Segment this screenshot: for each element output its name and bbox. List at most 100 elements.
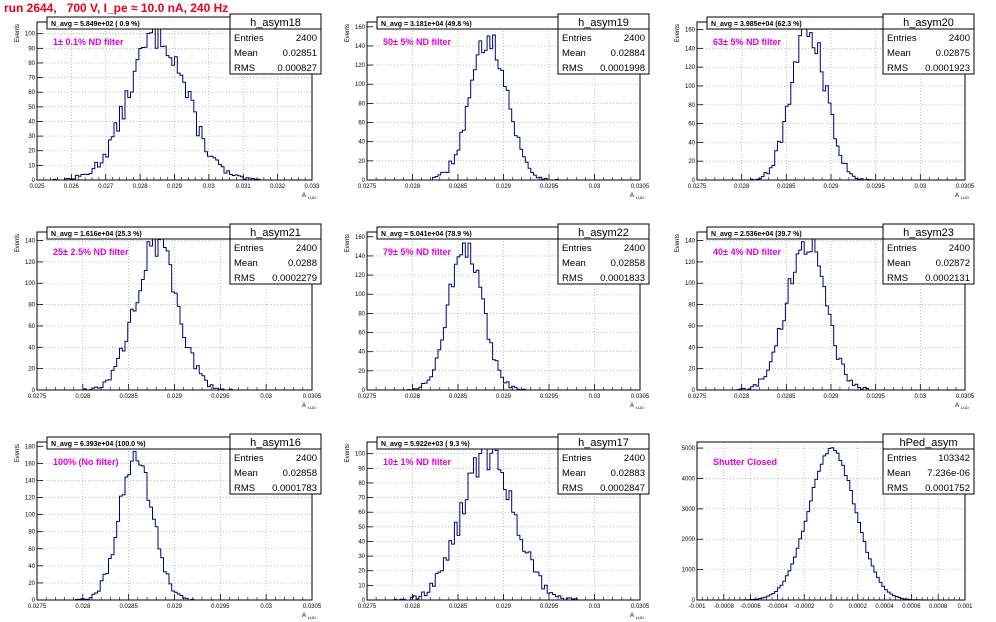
histogram-name: h_asym19 <box>578 17 629 29</box>
y-tick-label: 4000 <box>682 476 696 482</box>
histogram-name: h_asym23 <box>903 227 954 239</box>
stats-key: RMS <box>887 483 908 494</box>
navg-label: N_avg = 1.616e+04 (25.3 %) <box>51 231 142 238</box>
y-tick-label: 140 <box>355 44 366 50</box>
navg-label: N_avg = 5.922e+03 ( 9.3 %) <box>381 441 470 448</box>
stats-value: 2400 <box>624 453 645 464</box>
x-tick-label: 0 <box>829 604 833 610</box>
x-tick-label: 0.033 <box>304 184 320 190</box>
x-tick-label: -0.0006 <box>740 604 761 610</box>
y-tick-label: 20 <box>688 367 695 373</box>
stats-box <box>882 433 975 495</box>
stats-key: Mean <box>887 48 911 59</box>
y-tick-label: 80 <box>28 530 35 536</box>
y-tick-label: 60 <box>28 324 35 330</box>
x-tick-label: 0.0006 <box>902 604 921 610</box>
y-tick-label: 20 <box>28 581 35 587</box>
x-axis-title-subscript: LUD <box>636 195 644 200</box>
x-tick-label: 0.032 <box>270 184 286 190</box>
x-axis-title-subscript: LUD <box>636 405 644 410</box>
y-tick-label: 3000 <box>682 507 696 513</box>
stats-value: 0.02883 <box>611 468 645 479</box>
x-tick-label: 0.0305 <box>631 184 650 190</box>
stats-value: 0.0001752 <box>925 483 970 494</box>
y-tick-label: 180 <box>25 444 36 450</box>
x-tick-label: 0.0285 <box>119 394 138 400</box>
y-tick-label: 120 <box>355 63 366 69</box>
y-tick-label: 80 <box>358 481 365 487</box>
y-tick-label: 0 <box>692 598 696 604</box>
x-axis-title: A <box>302 403 306 409</box>
y-axis-title: Events <box>345 24 351 42</box>
stats-value: 0.0002847 <box>600 483 645 494</box>
stats-key: Entries <box>562 33 592 44</box>
y-tick-label: 120 <box>685 260 696 266</box>
histogram-name: h_asym16 <box>250 437 301 449</box>
stats-box <box>229 433 322 495</box>
navg-label: N_avg = 5.849e+02 ( 0.9 %) <box>51 21 140 28</box>
y-tick-label: 140 <box>25 239 36 245</box>
y-tick-label: 0 <box>362 178 366 184</box>
stats-box <box>557 433 650 495</box>
stats-key: Mean <box>234 468 258 479</box>
y-tick-label: 5000 <box>682 446 696 452</box>
x-tick-label: 0.0295 <box>866 184 885 190</box>
stats-value: 2400 <box>296 33 317 44</box>
filter-annotation: 40± 4% ND filter <box>713 247 781 257</box>
stats-key: Entries <box>234 453 264 464</box>
y-tick-label: 40 <box>28 345 35 351</box>
x-tick-label: 0.0275 <box>28 604 47 610</box>
y-tick-label: 40 <box>358 140 365 146</box>
histogram-panel-h_asym20: 0.0275 0.028 0.0285 0.029 0.0295 0.03 0.0305 0 2… <box>675 13 975 200</box>
x-tick-label: 0.0305 <box>303 394 322 400</box>
y-tick-label: 60 <box>358 331 365 337</box>
x-tick-label: 0.03 <box>914 394 926 400</box>
stats-box <box>882 13 975 75</box>
navg-label: N_avg = 6.393e+04 (100.0 %) <box>51 441 146 448</box>
histogram-name: h_asym22 <box>578 227 629 239</box>
histogram-panel-h_asym19: 0.0275 0.028 0.0285 0.029 0.0295 0.03 0.0305 0 2… <box>345 13 650 200</box>
x-tick-label: 0.0295 <box>211 604 230 610</box>
y-tick-label: 40 <box>688 140 695 146</box>
stats-value: 0.0002279 <box>272 273 317 284</box>
y-tick-label: 160 <box>685 28 696 34</box>
x-tick-label: 0.028 <box>133 184 149 190</box>
y-axis-title: Events <box>15 234 21 252</box>
y-tick-label: 20 <box>28 367 35 373</box>
filter-annotation: 1± 0.1% ND filter <box>53 37 124 47</box>
stats-value: 0.0002131 <box>925 273 970 284</box>
histogram-line <box>37 23 312 181</box>
x-tick-label: 0.03 <box>589 394 601 400</box>
stats-key: Mean <box>234 48 258 59</box>
histogram-panel-h_asym22: 0.0275 0.028 0.0285 0.029 0.0295 0.03 0.0305 0 2… <box>345 223 650 410</box>
y-tick-label: 60 <box>28 90 35 96</box>
histogram-panel-h_asym18: 0.025 0.026 0.027 0.028 0.029 0.03 0.031 0.032 0… <box>15 13 322 200</box>
stats-key: Mean <box>562 468 586 479</box>
y-tick-label: 0 <box>32 178 36 184</box>
y-tick-label: 160 <box>355 235 366 241</box>
filter-annotation: 79± 5% ND filter <box>383 247 451 257</box>
y-tick-label: 80 <box>358 101 365 107</box>
y-tick-label: 0 <box>692 388 696 394</box>
x-tick-label: 0.0305 <box>303 604 322 610</box>
y-tick-label: 90 <box>358 466 365 472</box>
x-tick-label: 0.0275 <box>28 394 47 400</box>
filter-annotation: 63± 5% ND filter <box>713 37 781 47</box>
y-tick-label: 0 <box>32 388 36 394</box>
stats-value: 2400 <box>296 243 317 254</box>
stats-value: 2400 <box>949 243 970 254</box>
y-tick-label: 100 <box>685 84 696 90</box>
x-tick-label: 0.0305 <box>956 394 975 400</box>
x-tick-label: 0.026 <box>64 184 80 190</box>
stats-box <box>882 223 975 285</box>
x-tick-label: 0.029 <box>496 394 512 400</box>
stats-box <box>229 223 322 285</box>
stats-key: RMS <box>562 273 583 284</box>
x-tick-label: 0.0305 <box>956 184 975 190</box>
y-tick-label: 50 <box>358 525 365 531</box>
histogram-name: h_asym17 <box>578 437 629 449</box>
y-tick-label: 100 <box>685 281 696 287</box>
navg-label: N_avg = 3.181e+04 (49.8 %) <box>381 21 472 28</box>
page-title: run 2644, 700 V, I_pe ≈ 10.0 nA, 240 Hz <box>4 1 229 15</box>
